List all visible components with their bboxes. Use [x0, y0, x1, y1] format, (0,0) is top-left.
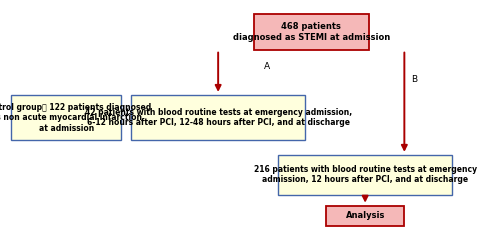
- Text: Analysis: Analysis: [346, 211, 385, 220]
- Text: 468 patients
diagnosed as STEMI at admission: 468 patients diagnosed as STEMI at admis…: [232, 22, 390, 42]
- Text: B: B: [411, 75, 417, 85]
- Text: Control group： 122 patients diagnosed
as non acute myocardial infarction
at admi: Control group： 122 patients diagnosed as…: [0, 103, 151, 133]
- FancyBboxPatch shape: [11, 95, 122, 140]
- FancyBboxPatch shape: [254, 14, 369, 50]
- FancyBboxPatch shape: [278, 155, 452, 195]
- Text: 42 patients with blood routine tests at emergency admission,
6-12 hours after PC: 42 patients with blood routine tests at …: [84, 108, 351, 127]
- FancyBboxPatch shape: [326, 206, 404, 226]
- Text: A: A: [264, 62, 270, 71]
- FancyBboxPatch shape: [131, 95, 305, 140]
- Text: 216 patients with blood routine tests at emergency
admission, 12 hours after PCI: 216 patients with blood routine tests at…: [254, 165, 476, 185]
